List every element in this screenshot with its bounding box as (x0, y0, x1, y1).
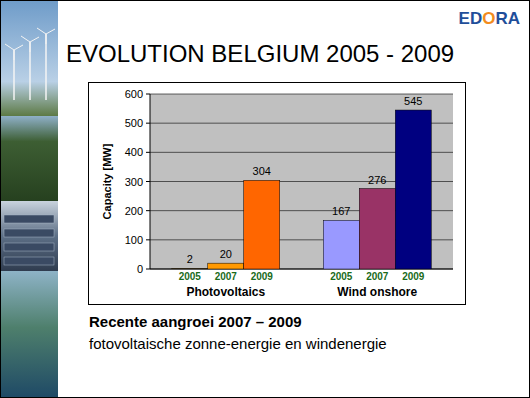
tick-mark (146, 94, 150, 95)
data-label: 304 (253, 165, 271, 177)
data-label: 2 (187, 253, 193, 265)
tick-mark (146, 210, 150, 211)
logo: EDORA (459, 9, 520, 28)
slide-frame (1, 1, 530, 398)
chart-frame (89, 83, 466, 305)
data-label: 545 (404, 95, 422, 107)
caption-heading: Recente aangroei 2007 – 2009 (89, 313, 302, 330)
bars (172, 110, 432, 269)
category-label: 2007 (215, 271, 238, 282)
data-label: 276 (368, 174, 386, 186)
slide-title: EVOLUTION BELGIUM 2005 - 2009 (66, 40, 454, 67)
bar (208, 263, 244, 269)
category-label: 2007 (366, 271, 389, 282)
logo-letter: R (495, 9, 507, 28)
tick-mark (146, 152, 150, 153)
bar (172, 268, 208, 269)
turbine-blades (21, 36, 39, 52)
data-label: 20 (220, 248, 232, 260)
turbine-blades (37, 28, 55, 44)
tick-mark (146, 123, 150, 124)
tick-label: 400 (125, 146, 143, 158)
tick-label: 100 (125, 234, 143, 246)
turbine-blades (5, 44, 23, 60)
plot-area (150, 94, 453, 269)
logo-letter: E (459, 9, 470, 28)
data-label: 167 (332, 205, 350, 217)
logo-letter: D (470, 9, 482, 28)
logo-letter: O (482, 9, 495, 28)
category-label: 2009 (402, 271, 425, 282)
category-label: 2009 (251, 271, 274, 282)
caption-text: fotovoltaische zonne-energie en windener… (89, 335, 387, 352)
y-axis (150, 94, 151, 269)
solar-row (4, 257, 54, 265)
logo-letter: A (508, 9, 520, 28)
category-label: 2005 (330, 271, 353, 282)
photo-strip (1, 1, 58, 397)
photo-wind (1, 1, 58, 116)
photo-dam (1, 271, 58, 397)
tick-label: 600 (125, 88, 143, 100)
tick-label: 500 (125, 117, 143, 129)
bar (395, 110, 431, 269)
slide: EDORA EVOLUTION BELGIUM 2005 - 2009 0 100 20… (0, 0, 530, 398)
tick-label: 0 (137, 263, 143, 275)
tick-label: 300 (125, 176, 143, 188)
bar (323, 220, 359, 269)
category-label: 2005 (179, 271, 202, 282)
bar (359, 189, 395, 270)
photo-forest (1, 116, 58, 201)
solar-row (4, 229, 54, 237)
solar-row (4, 243, 54, 251)
bar (244, 180, 280, 269)
group-label: Photovoltaics (186, 285, 265, 299)
solar-row (4, 215, 54, 223)
tick-label: 200 (125, 205, 143, 217)
group-label: Wind onshore (337, 285, 417, 299)
tick-mark (146, 181, 150, 182)
y-axis-label: Capacity [MW] (101, 143, 113, 219)
photo-solar (1, 201, 58, 271)
tick-mark (146, 269, 150, 270)
tick-mark (146, 239, 150, 240)
